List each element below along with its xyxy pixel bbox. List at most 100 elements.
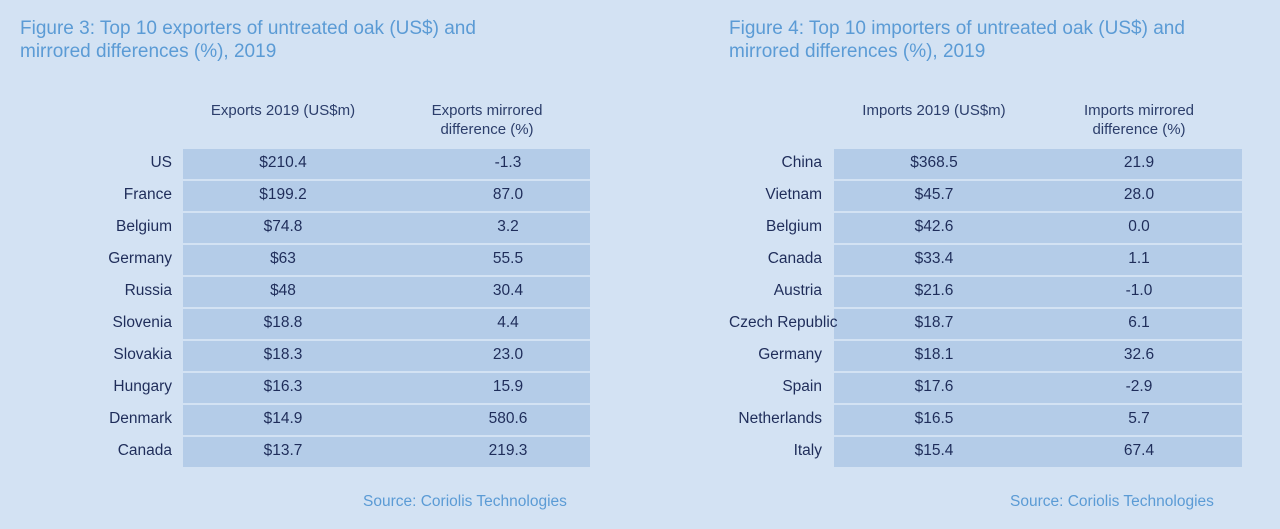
row-label: Hungary [113, 378, 172, 395]
diff-cell: 32.6 [1123, 346, 1155, 363]
diff-cell: 55.5 [492, 250, 524, 267]
exports-diff-header: Exports mirrored difference (%) [402, 101, 572, 139]
row-band [834, 341, 1242, 371]
value-cell: $18.8 [263, 314, 303, 331]
exporters-figure: Figure 3: Top 10 exporters of untreated … [20, 0, 620, 529]
diff-cell: 4.4 [497, 314, 519, 331]
row-label: China [781, 154, 823, 171]
imports-diff-header: Imports mirrored difference (%) [1054, 101, 1224, 139]
imports-diff-header-line2: difference (%) [1092, 121, 1186, 138]
diff-cell: 580.6 [488, 410, 528, 427]
row-label: Austria [773, 282, 822, 299]
importers-figure: Figure 4: Top 10 importers of untreated … [729, 0, 1269, 529]
value-cell: $18.7 [914, 314, 954, 331]
row-label: US [150, 154, 172, 171]
figure-4-title-line1: Figure 4: Top 10 importers of untreated … [729, 18, 1185, 39]
row-label: Canada [767, 250, 822, 267]
row-band [834, 277, 1242, 307]
row-band [183, 213, 590, 243]
row-label: Russia [124, 282, 172, 299]
row-band [183, 341, 590, 371]
row-label: Denmark [109, 410, 172, 427]
exports-value-header-line1: Exports 2019 (US$m) [210, 102, 356, 119]
row-label: Canada [117, 442, 172, 459]
diff-cell: 3.2 [497, 218, 519, 235]
value-cell: $33.4 [914, 250, 954, 267]
value-cell: $63 [270, 250, 296, 267]
value-cell: $17.6 [914, 378, 954, 395]
diff-cell: 6.1 [1128, 314, 1150, 331]
diff-cell: -1.3 [494, 154, 522, 171]
row-label: Netherlands [738, 410, 822, 427]
value-cell: $74.8 [263, 218, 303, 235]
row-label: Belgium [116, 218, 172, 235]
row-band [183, 245, 590, 275]
row-label: France [123, 186, 172, 203]
diff-cell: 30.4 [492, 282, 524, 299]
value-cell: $45.7 [914, 186, 954, 203]
imports-value-header-line1: Imports 2019 (US$m) [862, 102, 1006, 119]
row-band [183, 149, 590, 179]
row-label: Italy [793, 442, 822, 459]
value-cell: $15.4 [914, 442, 954, 459]
row-band [834, 405, 1242, 435]
diff-cell: 219.3 [488, 442, 528, 459]
diff-cell: -2.9 [1125, 378, 1153, 395]
row-band [183, 405, 590, 435]
row-band [183, 373, 590, 403]
row-band [834, 181, 1242, 211]
value-cell: $42.6 [914, 218, 954, 235]
value-cell: $16.3 [263, 378, 303, 395]
imports-diff-header-line1: Imports mirrored [1083, 102, 1195, 119]
value-cell: $210.4 [259, 154, 307, 171]
imports-value-header: Imports 2019 (US$m) [849, 101, 1019, 120]
figure-3-title: Figure 3: Top 10 exporters of untreated … [20, 17, 476, 63]
row-label: Belgium [766, 218, 822, 235]
figure-3-title-line1: Figure 3: Top 10 exporters of untreated … [20, 18, 476, 39]
figure-4-source: Source: Coriolis Technologies [1010, 493, 1214, 510]
diff-cell: 23.0 [492, 346, 524, 363]
row-band [834, 245, 1242, 275]
value-cell: $48 [270, 282, 296, 299]
value-cell: $18.1 [914, 346, 954, 363]
diff-cell: 1.1 [1128, 250, 1150, 267]
value-cell: $16.5 [914, 410, 954, 427]
row-band [834, 437, 1242, 467]
row-label: Spain [782, 378, 822, 395]
diff-cell: 28.0 [1123, 186, 1155, 203]
row-band [834, 149, 1242, 179]
figure-3-title-line2: mirrored differences (%), 2019 [20, 41, 277, 62]
row-label: Germany [108, 250, 172, 267]
diff-cell: 87.0 [492, 186, 524, 203]
row-band [183, 181, 590, 211]
value-cell: $199.2 [259, 186, 307, 203]
row-label: Slovenia [112, 314, 172, 331]
diff-cell: 5.7 [1128, 410, 1150, 427]
row-label: Germany [758, 346, 822, 363]
row-band [183, 309, 590, 339]
exports-value-header: Exports 2019 (US$m) [198, 101, 368, 120]
exports-diff-header-line2: difference (%) [440, 121, 534, 138]
value-cell: $18.3 [263, 346, 303, 363]
value-cell: $13.7 [263, 442, 303, 459]
value-cell: $21.6 [914, 282, 954, 299]
row-band [183, 277, 590, 307]
row-band [834, 309, 1242, 339]
row-label: Vietnam [765, 186, 822, 203]
figure-4-title-line2: mirrored differences (%), 2019 [729, 41, 986, 62]
value-cell: $14.9 [263, 410, 303, 427]
figure-4-title: Figure 4: Top 10 importers of untreated … [729, 17, 1185, 63]
row-band [834, 373, 1242, 403]
value-cell: $368.5 [910, 154, 958, 171]
diff-cell: 0.0 [1128, 218, 1150, 235]
row-band [183, 437, 590, 467]
figure-3-source: Source: Coriolis Technologies [363, 493, 567, 510]
diff-cell: 21.9 [1123, 154, 1155, 171]
exports-diff-header-line1: Exports mirrored [431, 102, 543, 119]
diff-cell: 67.4 [1123, 442, 1155, 459]
diff-cell: -1.0 [1125, 282, 1153, 299]
diff-cell: 15.9 [492, 378, 524, 395]
row-label: Slovakia [113, 346, 172, 363]
row-label: Czech Republic [729, 314, 838, 331]
row-band [834, 213, 1242, 243]
